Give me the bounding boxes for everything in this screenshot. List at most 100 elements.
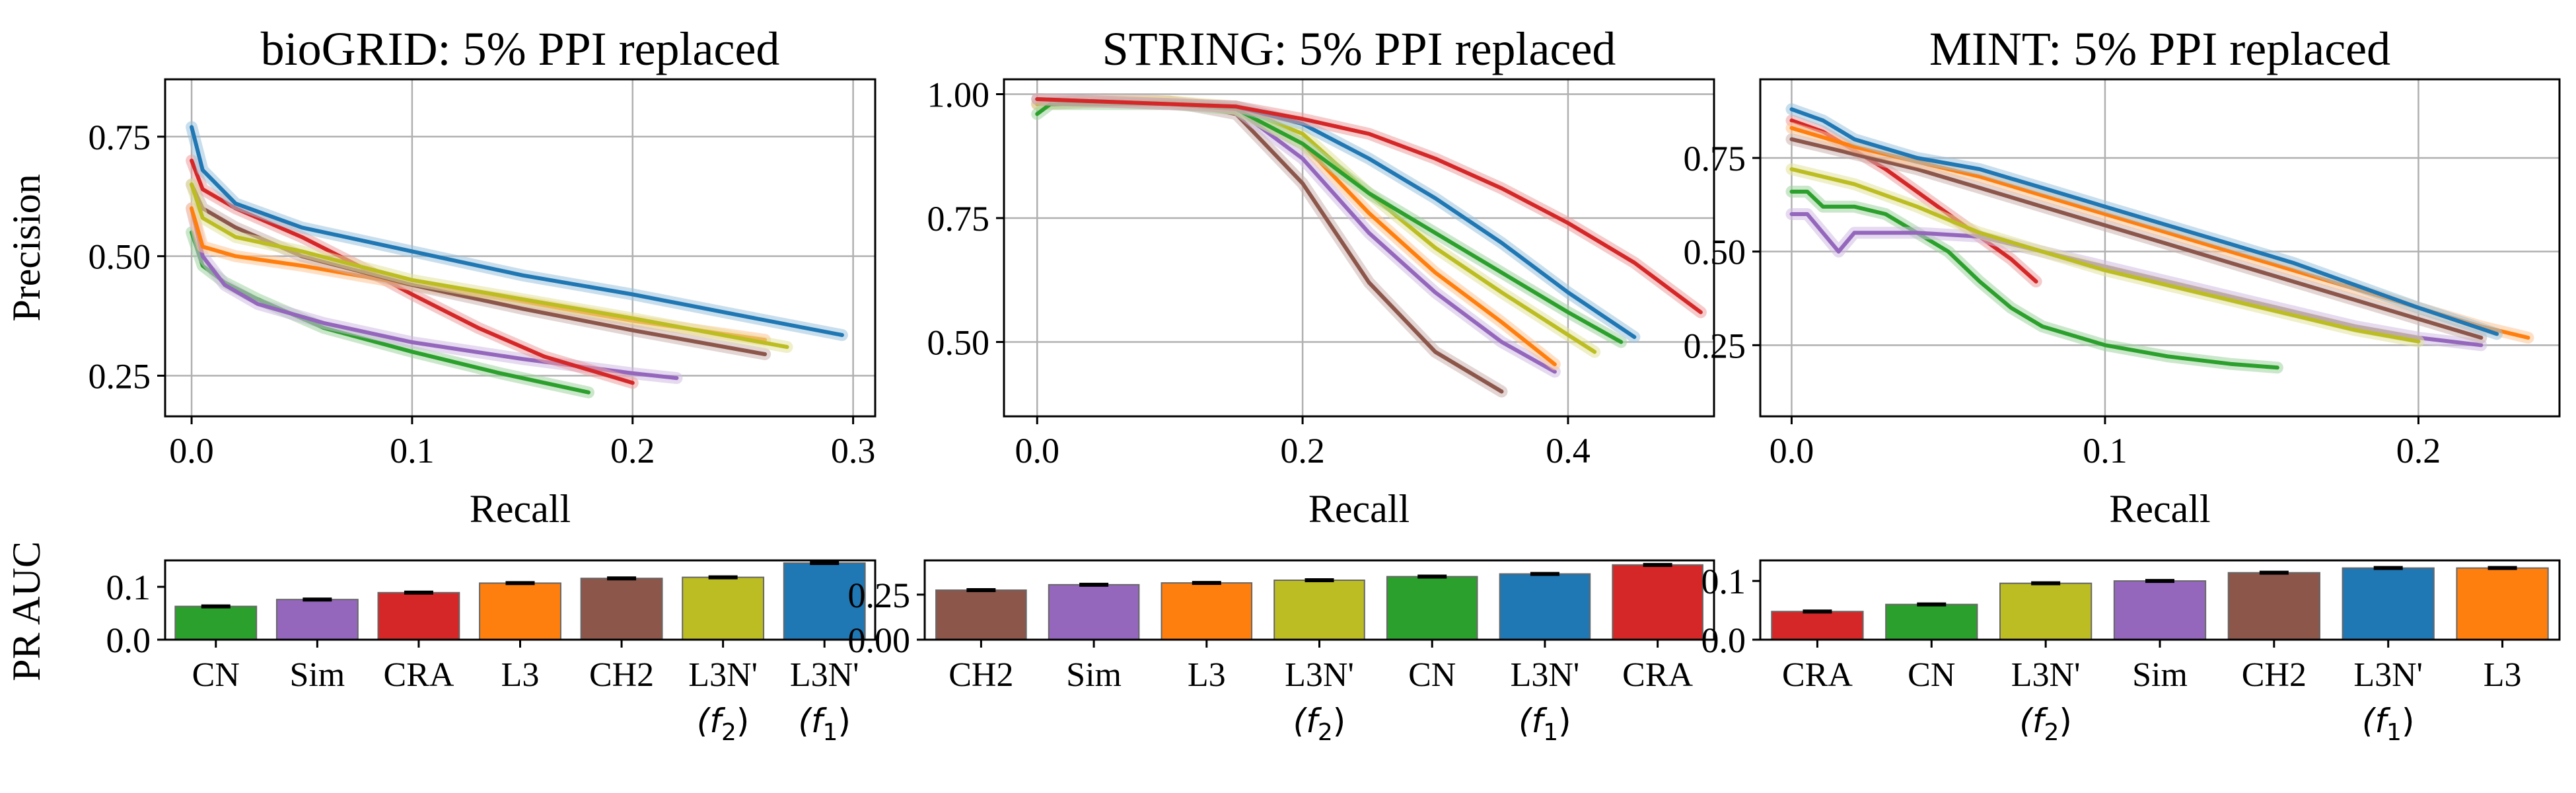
x-tick-label: 0.2 [2396,431,2441,471]
category-label: CN [1408,656,1456,694]
category-label: CH2 [2242,656,2307,694]
category-sublabel: (f2) [1293,702,1346,746]
axes-frame [1759,559,2561,641]
category-label: CRA [1622,656,1693,694]
x-axis-label: Recall [470,487,571,531]
axes-frame [164,78,877,418]
x-tick-label: 0.0 [1770,431,1814,471]
bar [1273,580,1365,640]
y-tick-label: 0.25 [848,576,911,615]
y-tick-label: 0.25 [89,357,151,397]
category-label: Sim [289,656,345,694]
x-axis-label: Recall [2109,487,2210,531]
series-line [1789,137,2484,340]
y-tick-label: 0.75 [89,118,151,157]
category-label: CH2 [589,656,654,694]
bar [2342,567,2435,640]
axes-frame [1003,78,1715,418]
category-label: L3N' [688,656,758,694]
bar [1612,564,1703,640]
bar [682,576,765,640]
bar [2113,580,2207,640]
x-axis-label: Recall [1308,487,1410,531]
category-label: L3 [2484,656,2522,694]
category-label: L3 [501,656,540,694]
bar [1386,576,1478,641]
axes-frame [164,559,877,641]
y-tick-label: 0.0 [1701,621,1746,660]
mint-pr-curve-panel: 0.0 0.1 0.2 0.25 0.50 0.75 MINT: 5% PPI replac… [1684,22,2561,531]
string-pr-curve-panel: 0.0 0.2 0.4 0.50 0.75 1.00 STRING: 5% PPI repl… [927,22,1715,531]
category-label: L3N' [2011,656,2081,694]
category-sublabel: (f1) [798,702,851,746]
category-label: CN [1908,656,1955,694]
string-pr-auc-bar-panel: 0.00 0.25 CH2 Sim L3 L3N' (f2) CN L3N' (f1) CRA [848,559,1715,746]
bar [580,578,663,641]
bar [377,591,460,640]
y-tick-label: 0.1 [106,568,151,607]
y-tick-label: 0.75 [927,199,990,239]
y-axis-label: PR AUC [5,541,48,681]
category-label: L3N' [1285,656,1354,694]
category-sublabel: (f2) [697,702,750,746]
bar [1999,582,2093,641]
panel-title: bioGRID: 5% PPI replaced [261,22,780,75]
series-line [1789,107,2499,336]
x-tick-label: 0.2 [1280,431,1325,471]
series-line [190,125,844,337]
category-label: L3N' [790,656,859,694]
y-tick-label: 0.25 [1684,326,1746,365]
x-tick-label: 0.4 [1546,431,1591,471]
panel-title: MINT: 5% PPI replaced [1929,22,2390,75]
bar [1771,611,1864,640]
bar [935,589,1027,640]
category-label: L3N' [2353,656,2423,694]
category-sublabel: (f1) [2362,702,2415,746]
series-confidence-band [1031,95,1601,358]
bar [1499,573,1591,640]
category-label: Sim [1066,656,1122,694]
x-tick-label: 0.1 [2083,431,2128,471]
x-tick-label: 0.3 [831,431,876,471]
y-tick-label: 0.00 [848,621,911,660]
panel-title: STRING: 5% PPI replaced [1102,22,1616,75]
category-label: CRA [383,656,454,694]
y-tick-label: 1.00 [927,75,990,115]
category-label: L3 [1188,656,1226,694]
y-tick-label: 0.1 [1701,562,1746,601]
bar [1161,582,1253,640]
bar [2456,567,2549,640]
bar [479,582,561,641]
biogrid-pr-auc-bar-panel: 0.0 0.1 CN Sim CRA L3 CH2 L3N' (f2) L3N' (f1) PR AU… [5,541,877,746]
axes-frame [923,559,1715,641]
y-tick-label: 0.50 [89,237,151,277]
x-tick-label: 0.0 [169,431,214,471]
axes-frame [1759,78,2561,418]
y-tick-label: 0.75 [1684,139,1746,178]
bar [275,599,359,641]
bar [1885,603,1978,641]
series-line [1035,97,1703,315]
bar [1048,584,1140,640]
category-label: CN [192,656,240,694]
category-label: Sim [2132,656,2188,694]
y-tick-label: 0.50 [927,323,990,363]
y-axis-label: Precision [5,174,48,321]
y-tick-label: 0.0 [106,621,151,660]
category-label: L3N' [1511,656,1580,694]
series-line [1789,167,2421,344]
bar [783,562,866,640]
x-tick-label: 0.2 [610,431,655,471]
bar [2227,572,2321,641]
series-line [190,182,789,350]
category-sublabel: (f2) [2019,702,2072,746]
bar [174,605,258,640]
mint-pr-auc-bar-panel: 0.0 0.1 CRA CN L3N' (f2) Sim CH2 L3N' (f1) L3 [1701,559,2561,746]
x-tick-label: 0.1 [390,431,435,471]
y-tick-label: 0.50 [1684,233,1746,272]
biogrid-pr-curve-panel: 0.0 0.1 0.2 0.3 0.25 0.50 0.75 bioGRID: 5% PPI … [5,22,877,531]
category-label: CH2 [948,656,1013,694]
series-line [1789,190,2279,370]
category-sublabel: (f1) [1519,702,1571,746]
